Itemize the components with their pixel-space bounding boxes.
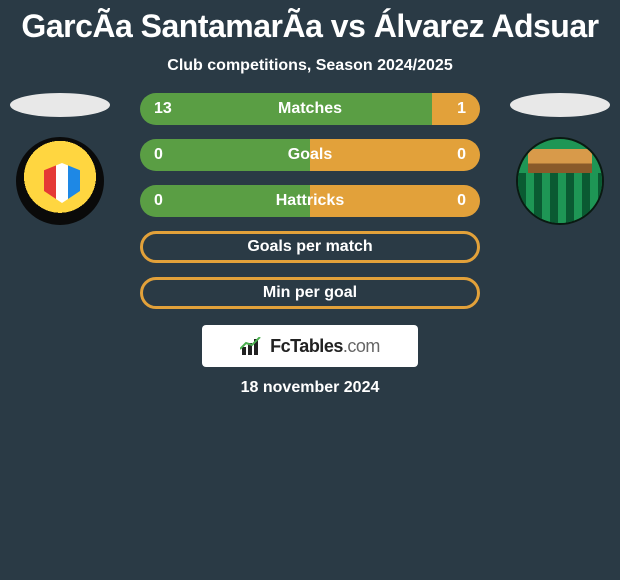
stat-label: Matches: [278, 100, 342, 118]
date-label: 18 november 2024: [0, 379, 620, 397]
stat-label: Min per goal: [263, 284, 357, 302]
player-right-column: [500, 93, 620, 225]
stat-value-left: 0: [154, 192, 163, 210]
comparison-body: 13 1 Matches 0 0 Goals 0 0 Hattricks Goals per ma…: [0, 93, 620, 309]
stat-row: 0 0 Hattricks: [140, 185, 480, 217]
stat-label: Goals per match: [247, 238, 372, 256]
stat-value-left: 13: [154, 100, 172, 118]
stat-row: Goals per match: [140, 231, 480, 263]
stat-row: Min per goal: [140, 277, 480, 309]
stat-row: 13 1 Matches: [140, 93, 480, 125]
stat-label: Hattricks: [276, 192, 344, 210]
stat-row: 0 0 Goals: [140, 139, 480, 171]
chart-icon: [240, 337, 264, 355]
stat-label: Goals: [288, 146, 332, 164]
brand-text: FcTables.com: [270, 336, 380, 357]
page-title: GarcÃ­a SantamarÃ­a vs Álvarez Adsuar: [0, 8, 620, 45]
brand-name: FcTables: [270, 336, 343, 356]
halo-icon: [10, 93, 110, 117]
stat-rows: 13 1 Matches 0 0 Goals 0 0 Hattricks Goals per ma…: [140, 93, 480, 309]
player-left-column: [0, 93, 120, 225]
stat-value-right: 0: [457, 192, 466, 210]
stat-value-right: 1: [457, 100, 466, 118]
club-crest-left: [16, 137, 104, 225]
subtitle: Club competitions, Season 2024/2025: [0, 57, 620, 75]
brand-badge: FcTables.com: [202, 325, 418, 367]
halo-icon: [510, 93, 610, 117]
stat-value-left: 0: [154, 146, 163, 164]
comparison-card: GarcÃ­a SantamarÃ­a vs Álvarez Adsuar Cl…: [0, 0, 620, 397]
club-crest-right: [516, 137, 604, 225]
bar-right: [310, 139, 480, 171]
brand-tld: .com: [343, 336, 380, 356]
stat-value-right: 0: [457, 146, 466, 164]
bar-left: [140, 139, 310, 171]
